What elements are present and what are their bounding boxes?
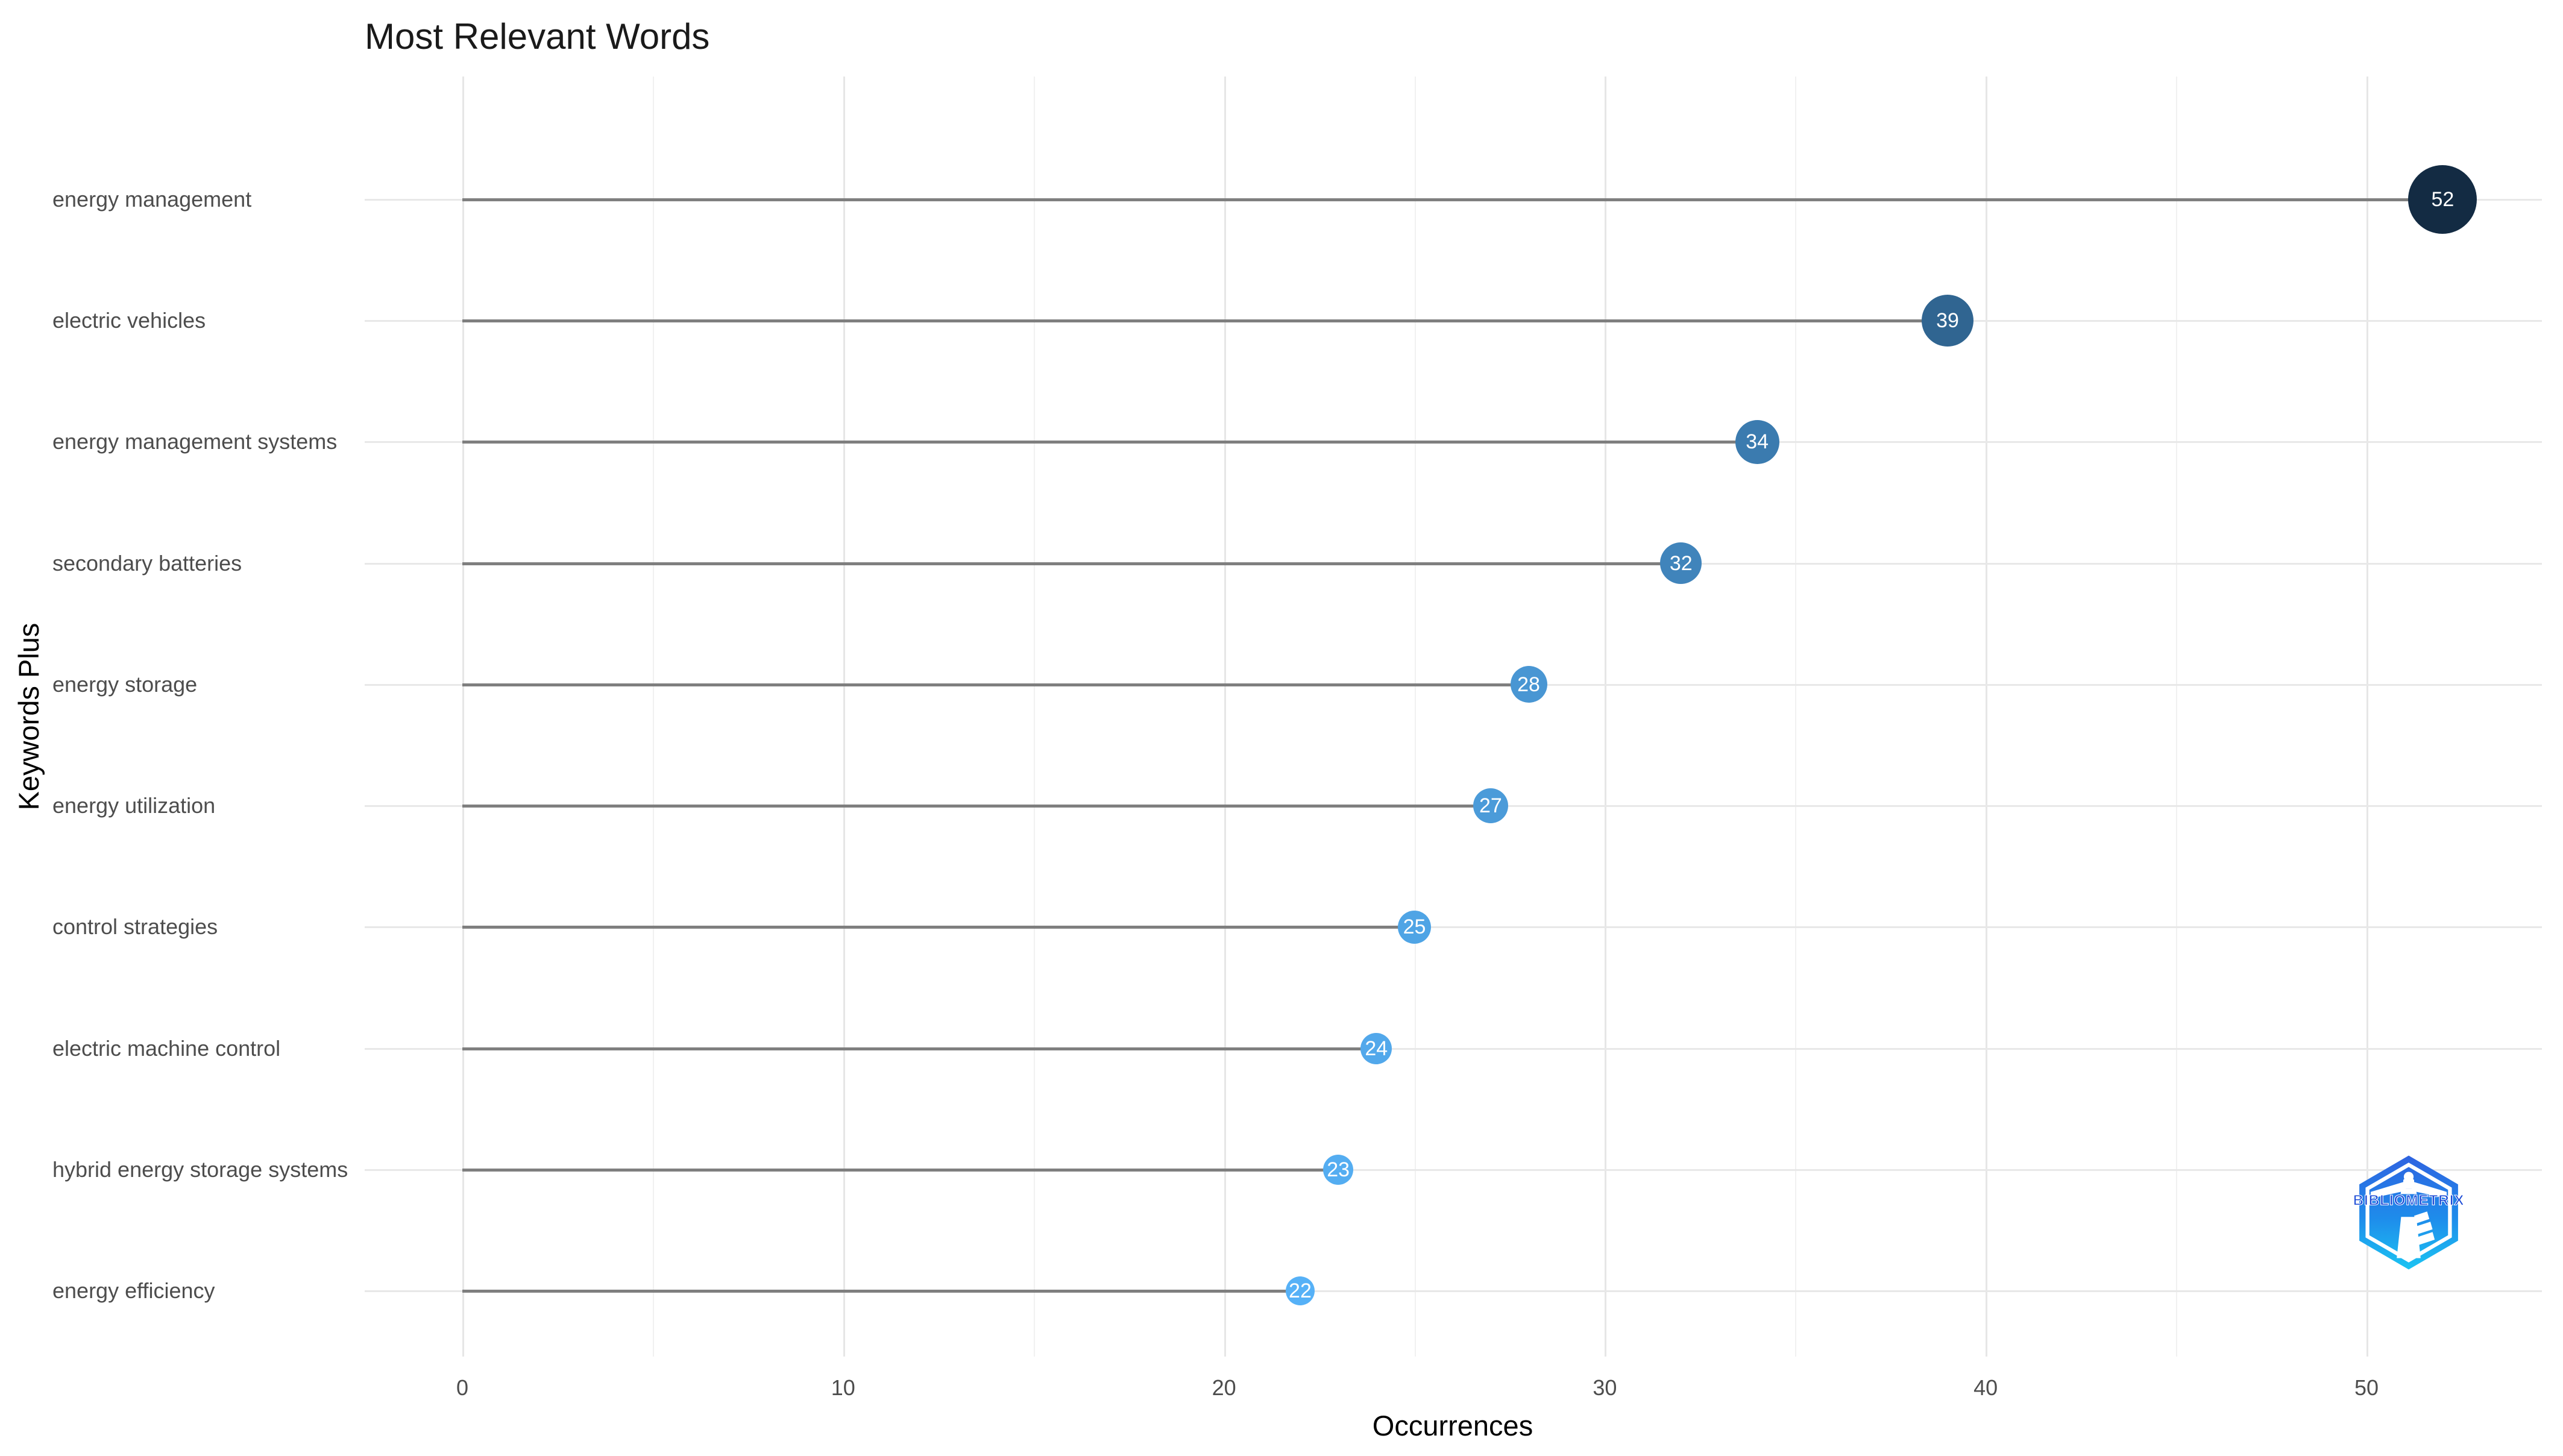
data-point: 23 <box>1323 1154 1354 1185</box>
x-tick-label: 50 <box>2354 1375 2379 1400</box>
y-axis-title: Keywords Plus <box>12 623 45 811</box>
v-gridline-major <box>2366 77 2368 1357</box>
data-point: 28 <box>1510 666 1547 703</box>
category-label: hybrid energy storage systems <box>52 1156 348 1182</box>
lollipop-stem <box>462 805 1491 808</box>
lollipop-stem <box>462 926 1415 929</box>
x-tick-label: 0 <box>456 1375 469 1400</box>
v-gridline-major <box>1605 77 1607 1357</box>
x-tick-label: 10 <box>831 1375 855 1400</box>
data-point-value: 23 <box>1327 1158 1350 1181</box>
lollipop-stem <box>462 1168 1339 1172</box>
data-point-value: 34 <box>1746 430 1769 454</box>
v-gridline-major <box>843 77 845 1357</box>
data-point: 24 <box>1360 1032 1392 1064</box>
v-gridline-major <box>462 77 464 1357</box>
data-point-value: 28 <box>1517 673 1540 696</box>
lollipop-stem <box>462 441 1758 444</box>
category-label: energy management <box>52 187 252 212</box>
hexagon-badge-icon <box>2359 1155 2458 1270</box>
category-label: secondary batteries <box>52 550 242 576</box>
data-point: 22 <box>1285 1276 1315 1305</box>
lollipop-stem <box>462 198 2443 201</box>
v-gridline-major <box>1224 77 1226 1357</box>
data-point: 27 <box>1473 788 1508 824</box>
category-label: energy utilization <box>52 793 216 818</box>
data-point-value: 22 <box>1289 1279 1312 1302</box>
category-label: control strategies <box>52 914 218 940</box>
lollipop-stem <box>462 1047 1377 1050</box>
x-tick-label: 40 <box>1973 1375 1998 1400</box>
data-point-value: 24 <box>1365 1037 1388 1060</box>
category-label: electric vehicles <box>52 308 206 333</box>
data-point-value: 52 <box>2431 188 2455 211</box>
category-label: energy management systems <box>52 429 338 454</box>
plot-area: 52 39 34 32 28 27 25 24 23 22 <box>365 77 2542 1357</box>
chart-title: Most Relevant Words <box>365 16 710 57</box>
x-tick-label: 20 <box>1212 1375 1236 1400</box>
category-label: energy storage <box>52 671 198 697</box>
data-point-value: 25 <box>1403 915 1426 939</box>
v-gridline-minor <box>652 77 654 1357</box>
row-gridline <box>365 1290 2542 1292</box>
category-label: energy efficiency <box>52 1278 215 1303</box>
data-point: 52 <box>2408 165 2477 234</box>
x-axis-title: Occurrences <box>1372 1410 1533 1442</box>
data-point: 34 <box>1735 419 1779 464</box>
lighthouse-icon <box>2371 1172 2447 1258</box>
data-point: 25 <box>1398 910 1431 944</box>
v-gridline-minor <box>1033 77 1035 1357</box>
v-gridline-minor <box>2176 77 2178 1357</box>
lollipop-stem <box>462 562 1681 565</box>
v-gridline-minor <box>1795 77 1797 1357</box>
v-gridline-major <box>1986 77 1988 1357</box>
data-point-value: 32 <box>1669 551 1693 575</box>
data-point-value: 27 <box>1479 794 1502 818</box>
lollipop-stem <box>462 319 1948 323</box>
row-gridline <box>365 926 2542 929</box>
v-gridline-minor <box>1414 77 1416 1357</box>
data-point-value: 39 <box>1936 309 1959 333</box>
x-tick-label: 30 <box>1593 1375 1617 1400</box>
bibliometrix-logo: BIBLIOMETRIX <box>2354 1155 2463 1270</box>
logo-wordmark: BIBLIOMETRIX <box>2354 1192 2463 1208</box>
lollipop-stem <box>462 1289 1300 1293</box>
data-point: 39 <box>1922 295 1974 347</box>
data-point: 32 <box>1660 542 1702 585</box>
row-gridline <box>365 1169 2542 1171</box>
row-gridline <box>365 1047 2542 1050</box>
lollipop-stem <box>462 683 1529 686</box>
category-label: electric machine control <box>52 1035 281 1061</box>
